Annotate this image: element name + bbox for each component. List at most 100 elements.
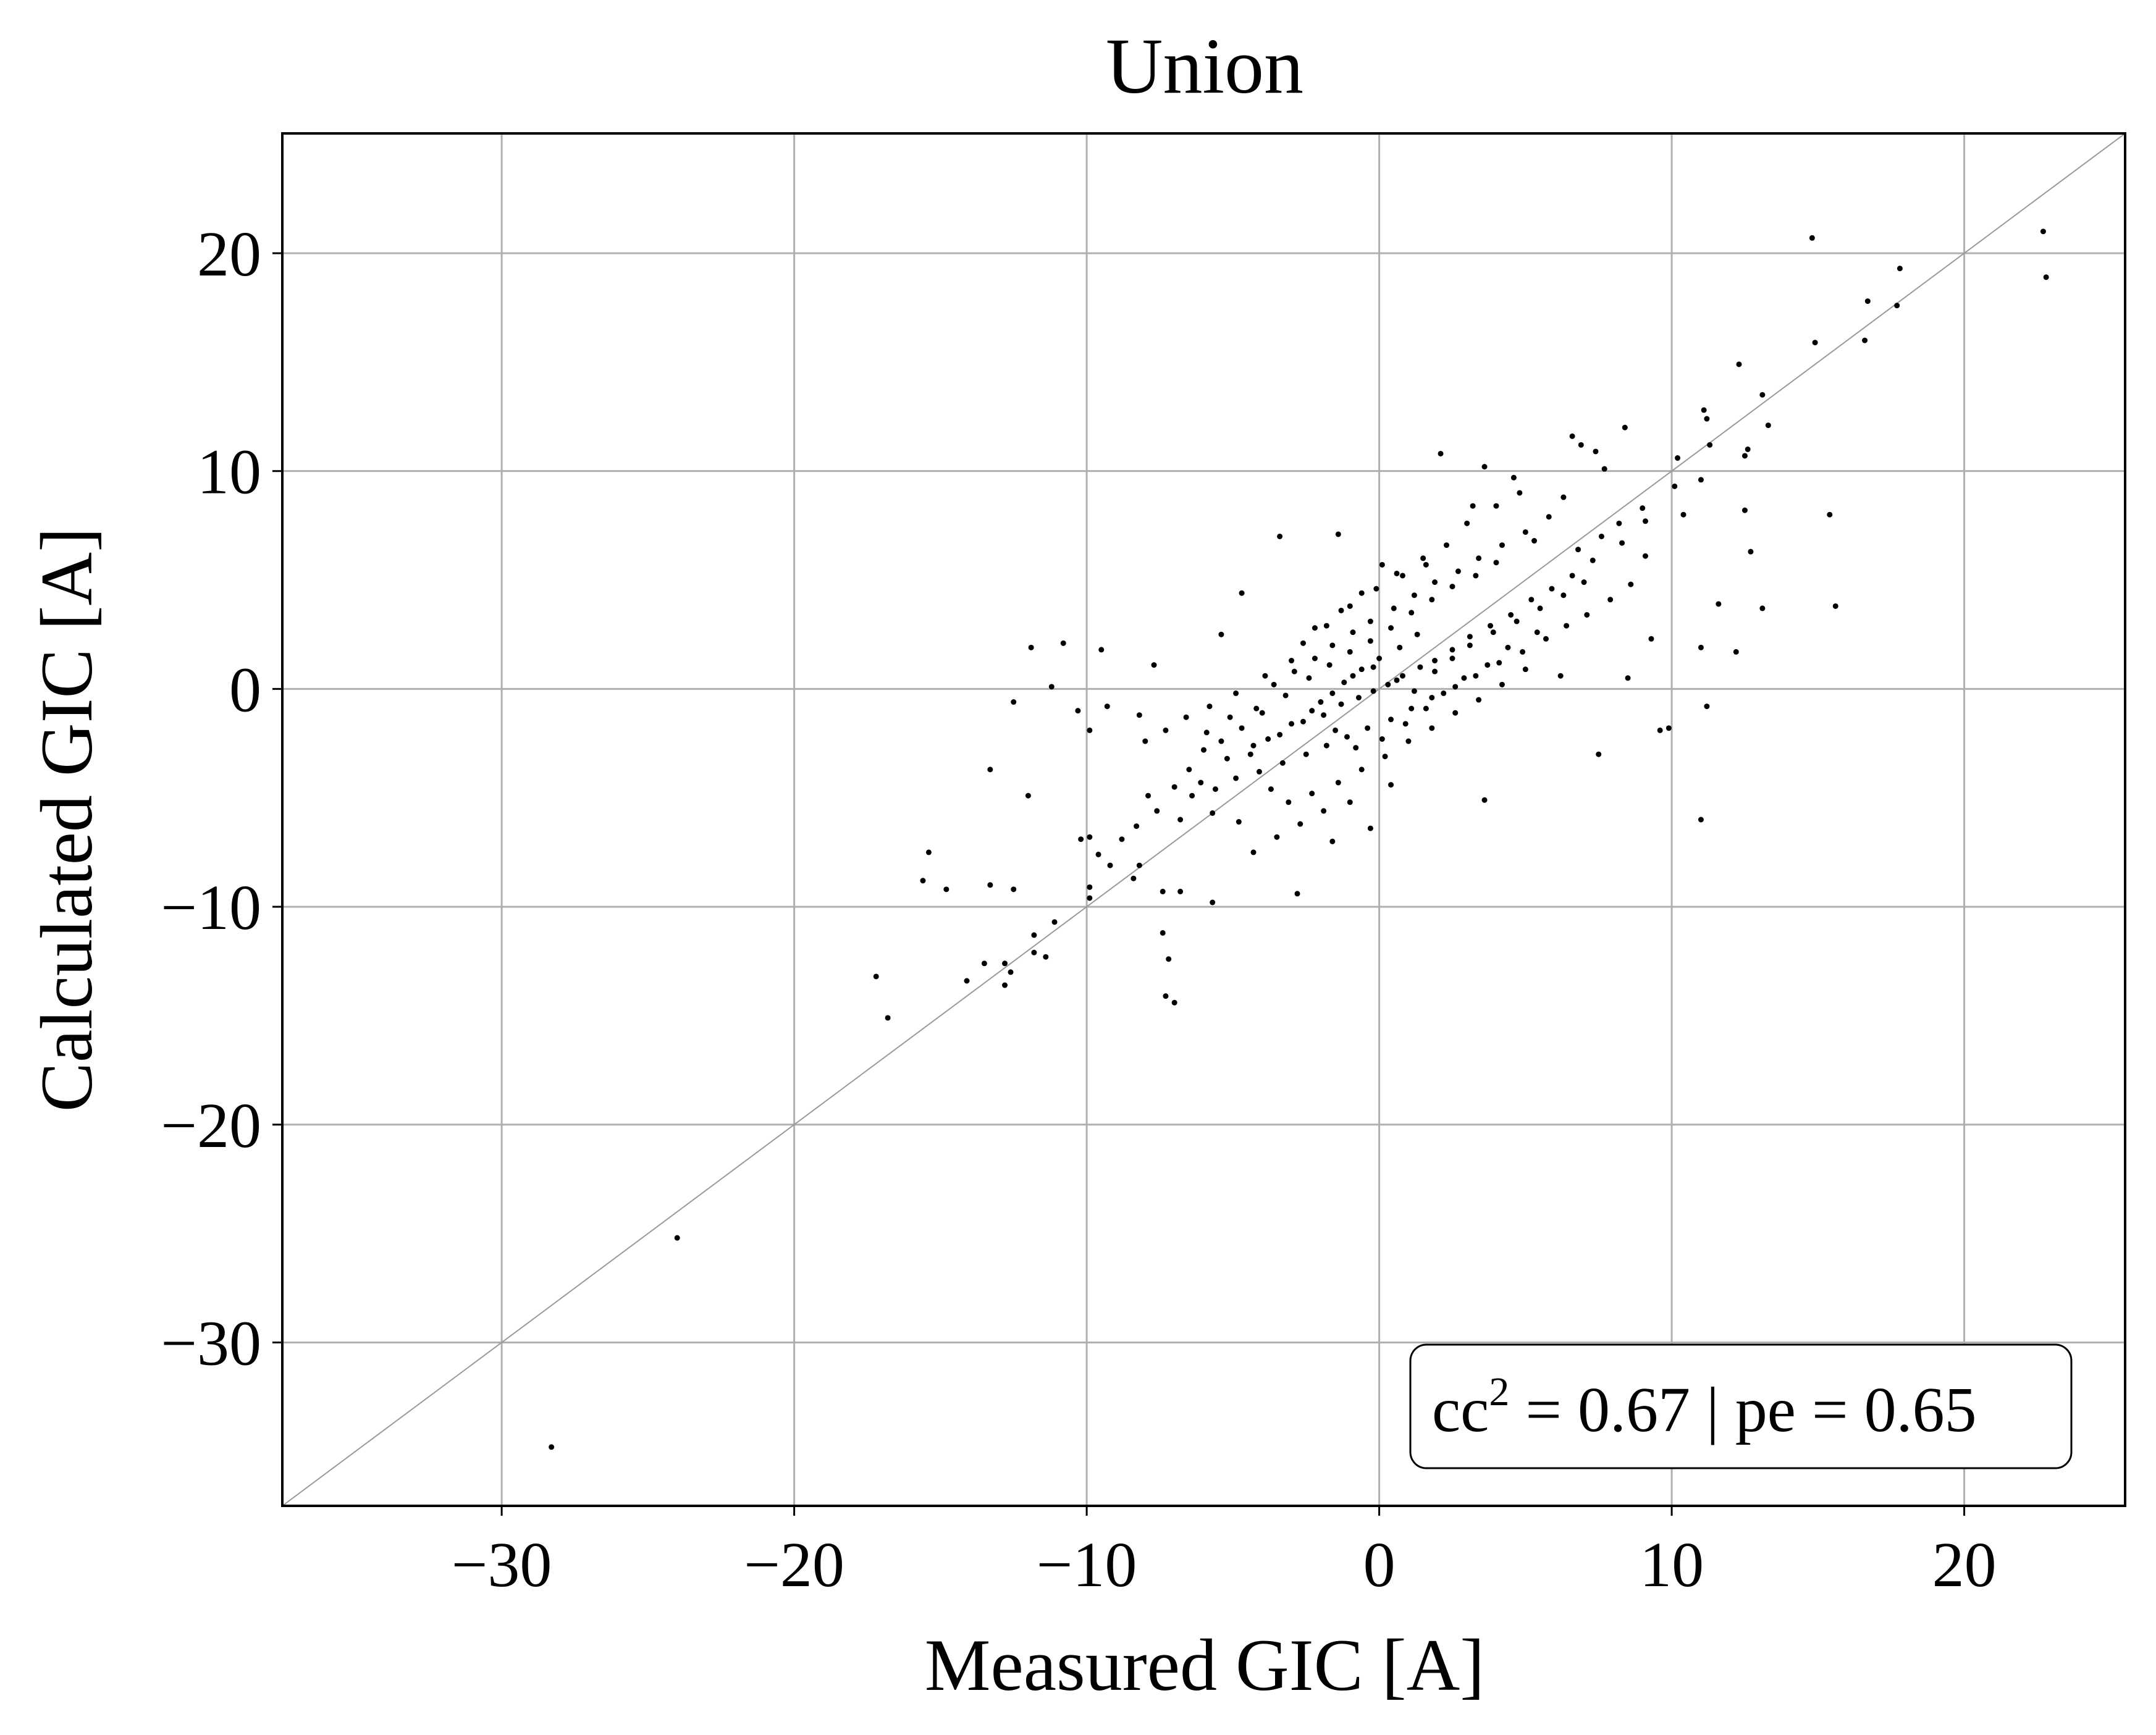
data-point [1601, 466, 1607, 472]
data-point [1455, 568, 1461, 574]
data-point [1429, 597, 1435, 603]
data-point [1291, 668, 1297, 674]
data-point [1470, 503, 1476, 509]
data-point [1051, 919, 1058, 925]
data-point [1537, 605, 1543, 611]
data-point [1628, 581, 1634, 587]
data-point [885, 1015, 891, 1021]
data-point [1177, 817, 1184, 823]
data-point [1250, 742, 1257, 749]
data-point [1467, 634, 1473, 640]
data-point [1514, 618, 1520, 624]
data-point [1499, 542, 1505, 548]
data-point [1391, 605, 1397, 611]
data-point [1297, 821, 1303, 827]
data-point [1765, 422, 1771, 429]
data-point [1303, 751, 1309, 757]
data-point [1569, 433, 1575, 439]
data-point [1409, 705, 1415, 712]
data-point [1277, 533, 1283, 539]
data-point [1452, 710, 1459, 716]
data-point [1484, 662, 1491, 668]
data-point [1432, 658, 1438, 664]
grid [282, 133, 2125, 1506]
data-point [1429, 725, 1435, 731]
data-point [1493, 560, 1499, 566]
data-point [1481, 464, 1488, 470]
data-point [1441, 690, 1447, 696]
data-point [1385, 681, 1391, 687]
data-point [1206, 704, 1213, 710]
data-point [1496, 660, 1502, 666]
y-tick-label: 0 [229, 654, 261, 725]
data-point [1698, 477, 1704, 483]
data-point [1350, 673, 1356, 679]
data-point [1335, 531, 1341, 537]
data-point [1367, 638, 1373, 644]
data-point [1075, 708, 1081, 714]
data-point [1095, 851, 1101, 857]
data-point [1399, 673, 1405, 679]
data-point [1409, 610, 1415, 616]
data-point [1640, 505, 1646, 511]
data-point [1282, 692, 1289, 699]
data-point [1429, 694, 1435, 700]
data-point [1002, 960, 1008, 967]
data-point [1338, 701, 1344, 707]
data-point [1136, 862, 1142, 868]
data-point [1233, 775, 1239, 781]
data-point [1546, 514, 1552, 520]
data-point [1373, 586, 1379, 592]
data-point [1028, 644, 1034, 650]
data-point [1210, 899, 1216, 905]
data-point [1642, 518, 1648, 524]
data-point [1289, 658, 1295, 664]
data-point [1733, 649, 1739, 655]
data-point [1358, 590, 1365, 596]
data-point [1862, 337, 1868, 343]
data-point [1449, 655, 1455, 662]
data-point [981, 960, 987, 967]
data-point [1379, 736, 1385, 742]
data-point [1131, 875, 1137, 881]
data-point [1277, 731, 1283, 737]
data-point [674, 1235, 680, 1241]
data-point [1616, 520, 1622, 526]
x-axis-label: Measured GIC [A] [925, 1624, 1484, 1706]
data-point [1236, 819, 1242, 825]
data-point [1672, 483, 1678, 489]
data-point [1388, 716, 1394, 723]
data-point [1256, 768, 1262, 775]
data-point [1323, 742, 1329, 749]
data-point [1265, 736, 1271, 742]
data-point [1648, 636, 1654, 642]
data-point [1321, 712, 1327, 718]
data-point [1136, 712, 1142, 718]
annotation-box [1409, 1343, 2073, 1469]
data-point [1011, 699, 1017, 705]
data-point [1411, 592, 1417, 599]
data-point [1759, 392, 1766, 398]
data-point [1171, 784, 1177, 790]
data-point [1239, 590, 1245, 596]
data-point [1274, 834, 1280, 840]
data-point [1329, 838, 1336, 844]
data-point [1344, 734, 1350, 740]
data-point [1218, 631, 1224, 637]
data-point [1329, 642, 1336, 649]
data-point [1227, 714, 1233, 720]
x-tick-label: −30 [452, 1529, 552, 1600]
data-point [1376, 655, 1383, 662]
data-point [1394, 677, 1400, 683]
plot-frame [281, 132, 2126, 1507]
data-point [1449, 584, 1455, 590]
data-point [1864, 298, 1871, 305]
data-point [1289, 721, 1295, 727]
data-point [1043, 954, 1049, 960]
data-point [1031, 949, 1037, 956]
data-point [1402, 721, 1409, 727]
data-point [1467, 642, 1473, 649]
data-point [943, 886, 950, 893]
